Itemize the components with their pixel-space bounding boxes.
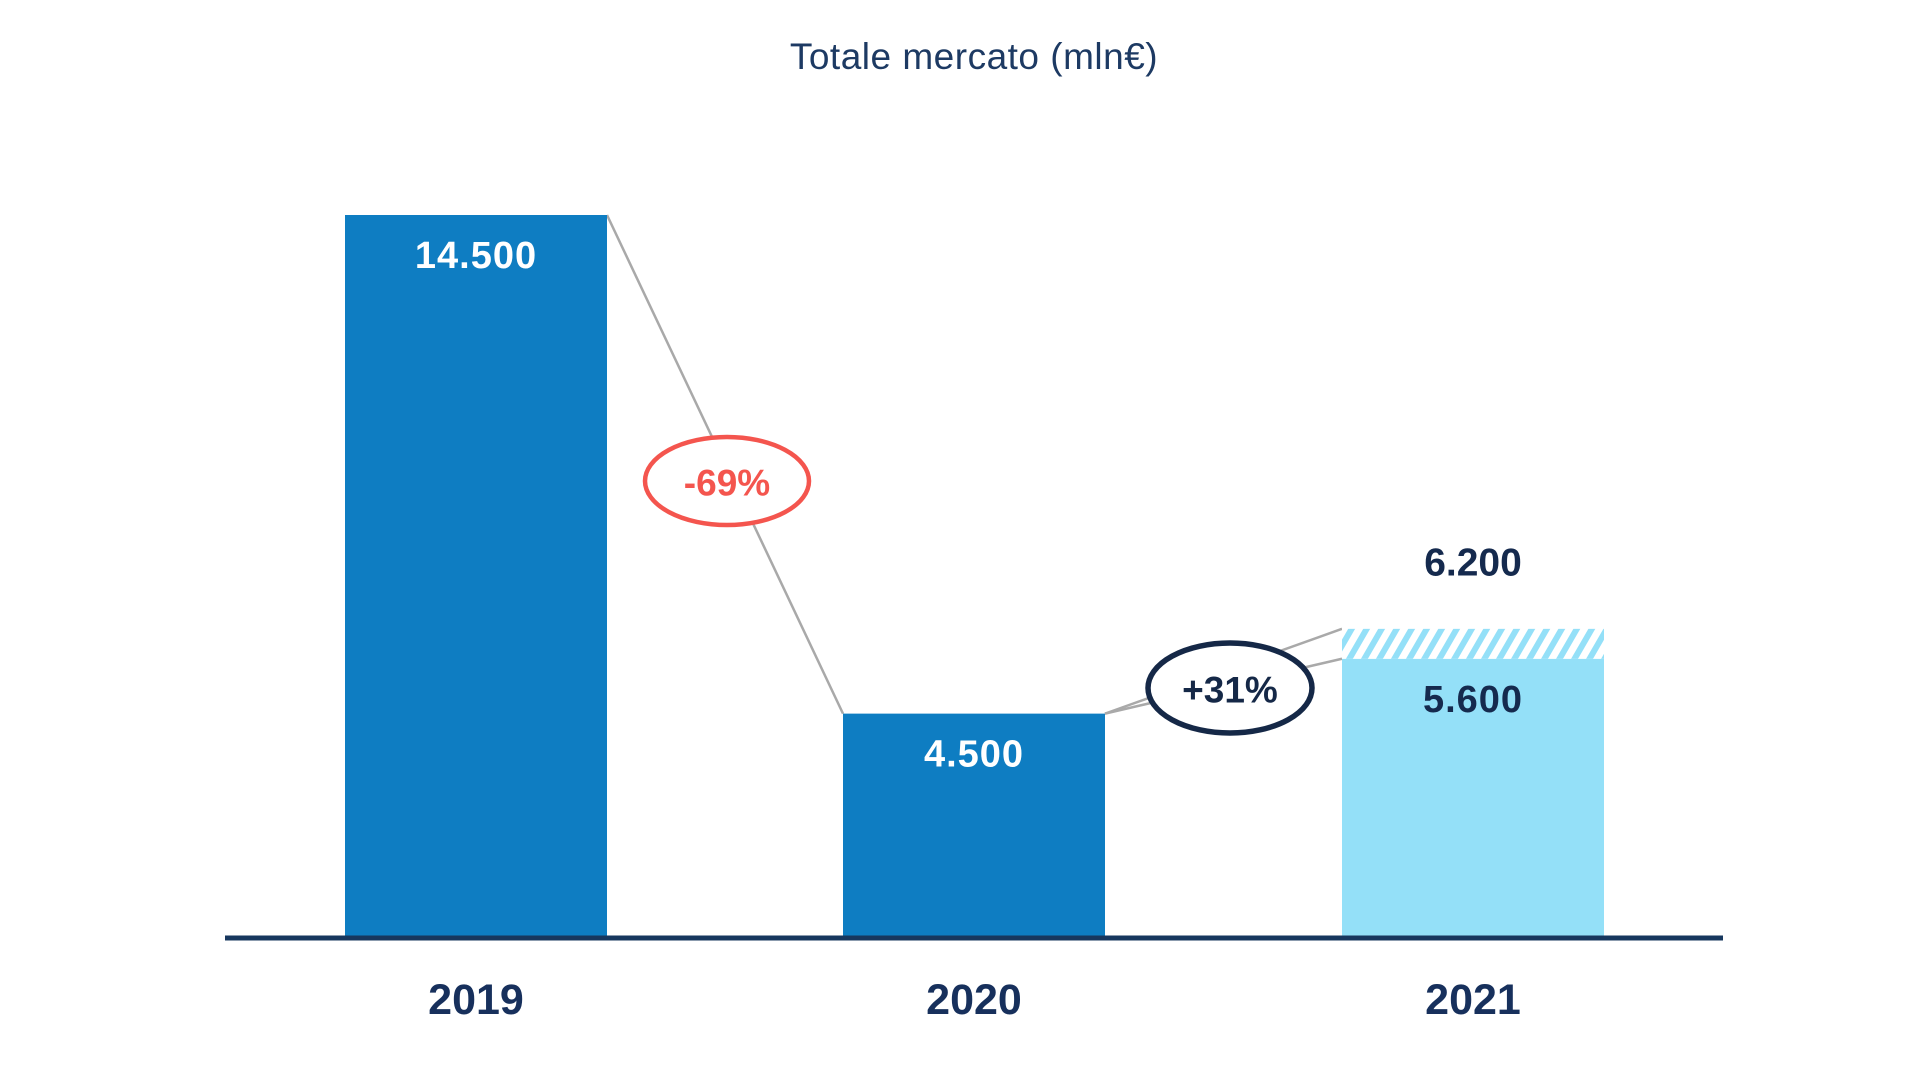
annotation-ellipse-2019-2020 [642, 434, 812, 528]
axis-category-label-2020: 2020 [926, 976, 1022, 1024]
bar-value-label-2020: 4.500 [924, 734, 1024, 776]
axis-category-label-2019: 2019 [428, 976, 524, 1024]
bar-2021-projected-hatch [1342, 628, 1604, 659]
bar-value-label-2021: 5.600 [1423, 679, 1523, 721]
annotation-ellipse-2020-2021 [1145, 640, 1315, 736]
annotation-label-2020-2021: +31% [1182, 670, 1278, 711]
bar-2020 [843, 713, 1105, 938]
bar-2019 [345, 215, 607, 938]
bar-2021 [1342, 658, 1604, 938]
bar-extra-value-label-2021: 6.200 [1424, 541, 1522, 584]
axis-category-label-2021: 2021 [1425, 976, 1521, 1024]
chart-title: Totale mercato (mln€) [789, 36, 1159, 77]
annotation-label-2019-2020: -69% [684, 463, 770, 504]
bar-value-label-2019: 14.500 [415, 235, 537, 277]
